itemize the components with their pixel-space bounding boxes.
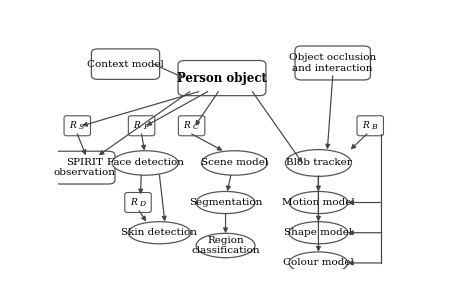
Ellipse shape <box>289 191 348 214</box>
FancyBboxPatch shape <box>178 60 266 96</box>
Text: R: R <box>133 121 140 130</box>
Text: C: C <box>193 123 199 131</box>
Ellipse shape <box>289 252 348 274</box>
Text: Object occlusion
and interaction: Object occlusion and interaction <box>289 53 376 73</box>
Ellipse shape <box>196 233 255 258</box>
Ellipse shape <box>112 151 178 175</box>
FancyBboxPatch shape <box>128 116 155 136</box>
Text: R: R <box>130 198 136 207</box>
FancyBboxPatch shape <box>125 192 151 213</box>
FancyBboxPatch shape <box>357 116 384 136</box>
Text: Segmentation: Segmentation <box>189 198 262 207</box>
Text: S: S <box>78 123 83 131</box>
FancyBboxPatch shape <box>64 116 90 136</box>
Text: Person object: Person object <box>177 72 267 85</box>
Text: R: R <box>183 121 190 130</box>
Text: Region
classification: Region classification <box>191 236 260 255</box>
Text: B: B <box>371 123 377 131</box>
Text: F: F <box>142 123 148 131</box>
Ellipse shape <box>128 222 191 244</box>
Text: Face detection: Face detection <box>106 159 183 168</box>
FancyBboxPatch shape <box>295 46 371 80</box>
Ellipse shape <box>289 222 348 244</box>
Text: D: D <box>139 200 145 208</box>
Ellipse shape <box>285 149 351 176</box>
Ellipse shape <box>196 191 255 214</box>
Ellipse shape <box>201 151 267 175</box>
Text: Colour model: Colour model <box>283 259 354 268</box>
Text: SPIRIT
observation: SPIRIT observation <box>53 158 115 177</box>
Text: Shape model: Shape model <box>284 228 353 237</box>
FancyBboxPatch shape <box>178 116 205 136</box>
Text: Skin detection: Skin detection <box>121 228 197 237</box>
FancyBboxPatch shape <box>91 49 160 79</box>
Text: R: R <box>362 121 369 130</box>
Text: Blob tracker: Blob tracker <box>285 159 351 168</box>
Text: Context model: Context model <box>87 59 164 69</box>
Text: Scene model: Scene model <box>201 159 268 168</box>
Text: R: R <box>69 121 76 130</box>
Text: Motion model: Motion model <box>282 198 355 207</box>
FancyBboxPatch shape <box>54 151 115 184</box>
